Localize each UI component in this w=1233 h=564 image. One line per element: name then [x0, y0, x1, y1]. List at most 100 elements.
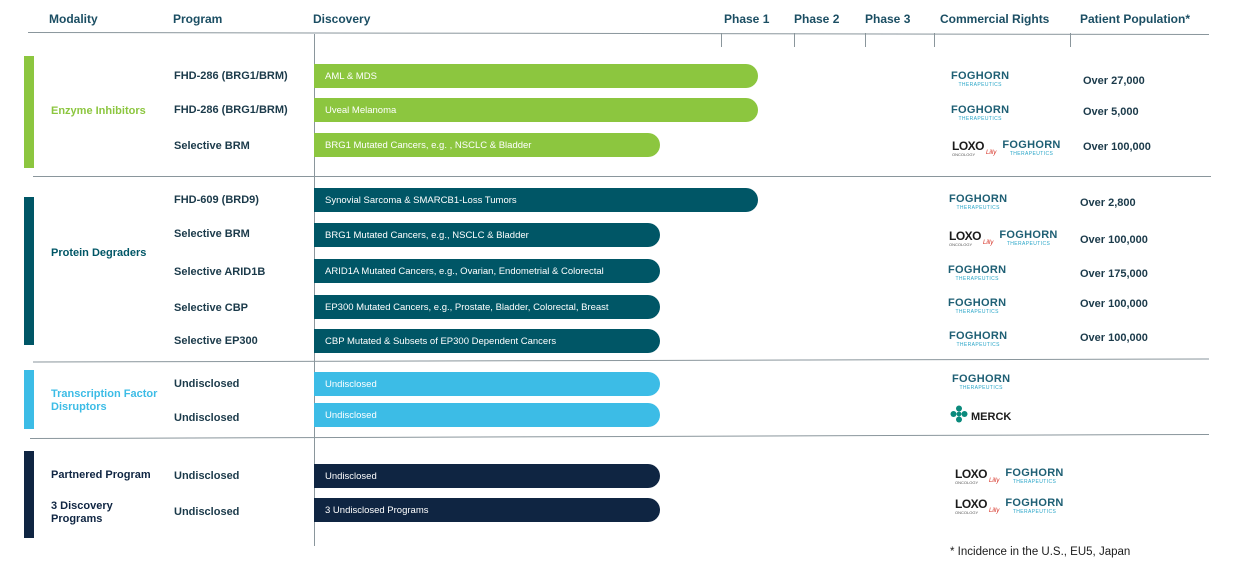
loxo-logo: LOXO ONCOLOGY: [949, 229, 982, 248]
modality-header: Modality: [49, 12, 98, 26]
foghorn-wordmark: FOGHORN: [951, 104, 1010, 116]
header-rule: [28, 31, 1210, 36]
section-separator: [33, 358, 1209, 363]
program-label: Selective EP300: [174, 335, 258, 347]
foghorn-subtitle: THERAPEUTICS: [958, 82, 1002, 88]
lilly-logo: Lilly: [989, 478, 1000, 484]
foghorn-subtitle: THERAPEUTICS: [1006, 241, 1051, 247]
footnote: * Incidence in the U.S., EU5, Japan: [950, 546, 1131, 558]
foghorn-wordmark: FOGHORN: [1005, 467, 1064, 479]
foghorn-subtitle: THERAPEUTICS: [1012, 479, 1057, 485]
rights-logo: MERCK: [950, 405, 1011, 428]
program-label: Undisclosed: [174, 378, 240, 390]
rights-tick: [934, 33, 935, 47]
program-label: FHD-609 (BRD9): [174, 194, 259, 206]
foghorn-subtitle: THERAPEUTICS: [956, 342, 1000, 348]
rights-logo: FOGHORN THERAPEUTICS: [952, 374, 1010, 392]
loxo-subtitle: ONCOLOGY: [955, 480, 979, 485]
foghorn-logo: FOGHORN THERAPEUTICS: [1002, 140, 1060, 158]
pipeline-bar: CBP Mutated & Subsets of EP300 Dependent…: [314, 329, 660, 353]
modality-label-partnered: Partnered Program: [51, 469, 151, 481]
enzyme-group-bar: [24, 56, 34, 168]
partnered-group-bar: [24, 451, 34, 538]
foghorn-wordmark: FOGHORN: [1005, 497, 1064, 509]
foghorn-subtitle: THERAPEUTICS: [955, 309, 999, 315]
discovery-header: Discovery: [313, 12, 371, 26]
foghorn-logo: FOGHORN THERAPEUTICS: [948, 298, 1006, 316]
program-label: Selective CBP: [174, 302, 248, 314]
lilly-logo: Lilly: [989, 508, 1000, 514]
pipeline-bar: AML & MDS: [314, 64, 758, 88]
population-value: Over 175,000: [1080, 268, 1148, 280]
foghorn-logo: FOGHORN THERAPEUTICS: [948, 265, 1006, 283]
pipeline-bar: EP300 Mutated Cancers, e.g., Prostate, B…: [314, 295, 660, 319]
loxo-logo: LOXO ONCOLOGY: [955, 497, 988, 516]
phase1-header: Phase 1: [724, 12, 770, 26]
section-separator: [33, 176, 1211, 177]
rights-logo: LOXO ONCOLOGY Lilly FOGHORN THERAPEUTICS: [952, 140, 1061, 158]
program-label: Selective BRM: [174, 140, 250, 152]
foghorn-wordmark: FOGHORN: [949, 193, 1008, 205]
rights-logo: FOGHORN THERAPEUTICS: [948, 298, 1006, 316]
population-value: Over 5,000: [1083, 106, 1139, 118]
degrader-group-bar: [24, 197, 34, 345]
foghorn-wordmark: FOGHORN: [1002, 139, 1061, 151]
merck-icon: [950, 405, 968, 428]
program-label: Undisclosed: [174, 506, 240, 518]
rights-logo: FOGHORN THERAPEUTICS: [949, 194, 1007, 212]
population-header: Patient Population*: [1080, 12, 1191, 26]
population-value: Over 2,800: [1080, 197, 1136, 209]
rights-logo: FOGHORN THERAPEUTICS: [949, 331, 1007, 349]
population-value: Over 27,000: [1083, 75, 1145, 87]
foghorn-subtitle: THERAPEUTICS: [1012, 509, 1057, 515]
foghorn-subtitle: THERAPEUTICS: [959, 385, 1003, 391]
foghorn-logo: FOGHORN THERAPEUTICS: [999, 230, 1057, 248]
loxo-logo: LOXO ONCOLOGY: [952, 139, 985, 158]
transcription-group-bar: [24, 370, 34, 429]
pipeline-bar: 3 Undisclosed Programs: [314, 498, 660, 522]
loxo-wordmark: LOXO: [949, 229, 982, 243]
program-label: FHD-286 (BRG1/BRM): [174, 104, 288, 116]
pipeline-bar: BRG1 Mutated Cancers, e.g., NSCLC & Blad…: [314, 223, 660, 247]
phase1-tick: [721, 33, 722, 47]
loxo-wordmark: LOXO: [952, 139, 985, 153]
population-tick: [1070, 33, 1071, 47]
foghorn-wordmark: FOGHORN: [949, 330, 1008, 342]
pipeline-bar: Uveal Melanoma: [314, 98, 758, 122]
foghorn-logo: FOGHORN THERAPEUTICS: [949, 194, 1007, 212]
foghorn-logo: FOGHORN THERAPEUTICS: [951, 71, 1009, 89]
population-value: Over 100,000: [1080, 234, 1148, 246]
pipeline-bar: Undisclosed: [314, 372, 660, 396]
lilly-logo: Lilly: [986, 150, 997, 156]
foghorn-wordmark: FOGHORN: [999, 229, 1058, 241]
discovery-axis-line: [314, 34, 315, 546]
modality-label-enzyme: Enzyme Inhibitors: [51, 105, 146, 117]
rights-logo: FOGHORN THERAPEUTICS: [951, 105, 1009, 123]
foghorn-subtitle: THERAPEUTICS: [955, 276, 999, 282]
foghorn-logo: FOGHORN THERAPEUTICS: [1005, 468, 1063, 486]
rights-header: Commercial Rights: [940, 12, 1050, 26]
foghorn-wordmark: FOGHORN: [948, 297, 1007, 309]
phase2-tick: [794, 33, 795, 47]
loxo-wordmark: LOXO: [955, 497, 988, 511]
loxo-wordmark: LOXO: [955, 467, 988, 481]
phase3-tick: [865, 33, 866, 47]
rights-logo: LOXO ONCOLOGY Lilly FOGHORN THERAPEUTICS: [955, 498, 1064, 516]
foghorn-logo: FOGHORN THERAPEUTICS: [951, 105, 1009, 123]
modality-label-degraders: Protein Degraders: [51, 247, 147, 259]
modality-label-transcription: Transcription Factor Disruptors: [51, 388, 158, 413]
population-value: Over 100,000: [1083, 141, 1151, 153]
program-header: Program: [173, 12, 223, 26]
foghorn-wordmark: FOGHORN: [948, 264, 1007, 276]
program-label: FHD-286 (BRG1/BRM): [174, 70, 288, 82]
foghorn-logo: FOGHORN THERAPEUTICS: [952, 374, 1010, 392]
rights-logo: LOXO ONCOLOGY Lilly FOGHORN THERAPEUTICS: [955, 468, 1064, 486]
lilly-logo: Lilly: [983, 240, 994, 246]
program-label: Selective BRM: [174, 228, 250, 240]
population-value: Over 100,000: [1080, 298, 1148, 310]
pipeline-bar: BRG1 Mutated Cancers, e.g. , NSCLC & Bla…: [314, 133, 660, 157]
foghorn-subtitle: THERAPEUTICS: [1009, 151, 1054, 157]
rights-logo: FOGHORN THERAPEUTICS: [951, 71, 1009, 89]
section-separator: [30, 433, 1209, 440]
population-value: Over 100,000: [1080, 332, 1148, 344]
